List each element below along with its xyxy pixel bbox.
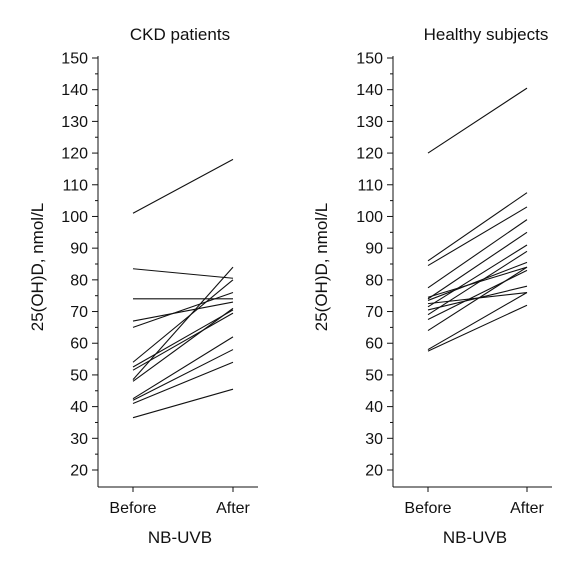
y-tick-label: 20 (365, 463, 383, 480)
panel-title: Healthy subjects (424, 25, 549, 44)
y-ticks: 20 30 40 50 60 70 80 90 100 110 120 130 140 150 (356, 51, 393, 480)
subject-line (427, 266, 528, 332)
subject-line (132, 301, 234, 322)
y-tick-label: 110 (357, 177, 383, 194)
y-tick-label: 60 (70, 336, 88, 353)
subject-line (132, 309, 234, 368)
subject-line (427, 244, 528, 308)
y-tick-label: 130 (356, 114, 383, 131)
y-tick-label: 80 (365, 272, 383, 289)
subject-line (427, 292, 528, 351)
y-tick-label: 80 (70, 272, 88, 289)
subject-line (132, 336, 234, 400)
y-tick-label: 50 (365, 367, 383, 384)
subject-line (427, 269, 528, 320)
subject-line (132, 361, 234, 404)
y-tick-label: 150 (61, 51, 88, 68)
y-tick-label: 30 (70, 431, 88, 448)
subject-line (427, 285, 528, 311)
y-tick-label: 100 (61, 209, 88, 226)
panel-title: CKD patients (130, 25, 230, 44)
subject-line (132, 268, 234, 279)
axes (392, 56, 552, 492)
subject-line (427, 219, 528, 289)
y-tick-label: 90 (365, 241, 383, 258)
subject-line (132, 349, 234, 401)
subject-line (427, 231, 528, 300)
y-axis-title: 25(OH)D, nmol/L (312, 203, 331, 331)
y-tick-label: 90 (70, 241, 88, 258)
subject-line (132, 388, 234, 419)
y-tick-label: 30 (365, 431, 383, 448)
y-tick-label: 100 (356, 209, 383, 226)
y-tick-label: 40 (70, 399, 88, 416)
y-tick-label: 70 (70, 304, 88, 321)
y-ticks: 20 30 40 50 60 70 80 90 100 110 120 130 140 150 (61, 51, 98, 480)
y-tick-label: 140 (61, 82, 88, 99)
y-tick-label: 60 (365, 336, 383, 353)
x-tick-label: Before (109, 500, 156, 517)
y-tick-label: 120 (356, 146, 383, 163)
subject-line (427, 87, 528, 154)
y-tick-label: 140 (356, 82, 383, 99)
y-tick-label: 70 (365, 304, 383, 321)
x-tick-label: Before (404, 500, 451, 517)
x-axis-title: NB-UVB (443, 528, 507, 547)
y-tick-label: 40 (365, 399, 383, 416)
y-tick-label: 50 (70, 367, 88, 384)
subject-line (132, 266, 234, 381)
subject-line (132, 307, 234, 382)
subject-line (132, 292, 234, 328)
subject-line (427, 266, 528, 298)
subject-line (427, 261, 528, 301)
x-tick-label: After (510, 500, 544, 517)
x-tick-label: After (216, 500, 250, 517)
panel-ckd-patients: CKD patients 25(OH)D, nmol/L NB-UVB Befo… (28, 25, 258, 547)
axes (97, 56, 258, 492)
series-lines (132, 158, 234, 419)
y-tick-label: 20 (70, 463, 88, 480)
y-axis-title: 25(OH)D, nmol/L (28, 203, 47, 331)
series-lines (427, 87, 528, 352)
subject-line (132, 158, 234, 214)
y-tick-label: 130 (61, 114, 88, 131)
subject-line (427, 304, 528, 352)
y-tick-label: 120 (61, 146, 88, 163)
y-tick-label: 110 (62, 177, 88, 194)
subject-line (132, 279, 234, 363)
y-tick-label: 150 (356, 51, 383, 68)
panel-healthy-subjects: Healthy subjects 25(OH)D, nmol/L NB-UVB … (312, 25, 552, 547)
subject-line (427, 206, 528, 267)
subject-line (427, 192, 528, 262)
subject-line (427, 250, 528, 316)
x-axis-title: NB-UVB (148, 528, 212, 547)
